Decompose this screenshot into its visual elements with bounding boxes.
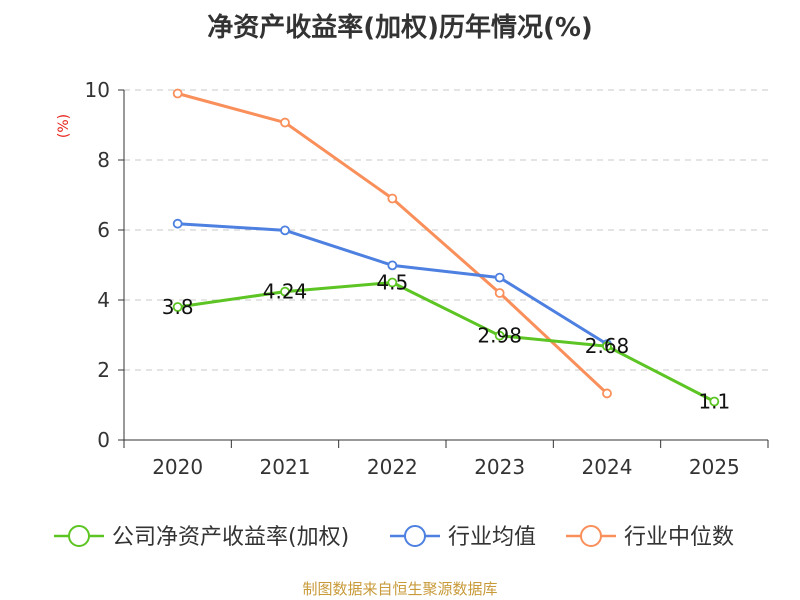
- data-point-0[interactable]: [172, 302, 183, 312]
- data-label: 2.68: [585, 334, 630, 358]
- data-label: 3.8: [162, 295, 194, 319]
- data-label: 4.24: [263, 280, 308, 304]
- y-tick-label: 10: [85, 78, 110, 102]
- chart-title: 净资产收益率(加权)历年情况(%): [207, 12, 593, 43]
- gridlines: [124, 89, 768, 371]
- data-label: 4.5: [376, 271, 408, 295]
- data-point-0[interactable]: [280, 286, 290, 297]
- y-tick-label: 2: [97, 358, 110, 382]
- legend-label: 行业均值: [448, 525, 536, 550]
- data-label: 1.1: [698, 390, 730, 414]
- series-group: [172, 88, 720, 407]
- legend-label: 公司净资产收益率(加权): [112, 525, 349, 550]
- x-tick-label: 2021: [260, 455, 311, 479]
- data-point-2[interactable]: [602, 388, 612, 399]
- data-point-0[interactable]: [602, 341, 612, 352]
- y-tick-label: 6: [97, 218, 110, 242]
- legend-item-1[interactable]: 行业均值: [390, 525, 536, 550]
- axes: 0 2 4 6 8 10 2020 2021 2022 2023 2024 2025: [85, 78, 769, 479]
- data-point-0[interactable]: [494, 330, 505, 341]
- x-tick-label: 2025: [689, 455, 740, 479]
- legend-marker-swatch: [404, 525, 426, 547]
- data-point-0[interactable]: [387, 277, 398, 288]
- series-line-2: [177, 92, 609, 395]
- data-point-1[interactable]: [172, 218, 183, 229]
- x-tick-label: 2023: [474, 455, 525, 479]
- x-tick-label: 2020: [152, 455, 203, 479]
- y-tick-label: 8: [97, 148, 110, 172]
- y-tick-label: 4: [97, 288, 110, 312]
- y-axis-label: (%): [56, 114, 72, 138]
- legend[interactable]: 公司净资产收益率(加权) 行业均值 行业中位数: [54, 525, 734, 550]
- x-tick-label: 2022: [367, 455, 418, 479]
- data-point-2[interactable]: [280, 117, 290, 128]
- data-point-1[interactable]: [387, 260, 398, 271]
- data-label: 2.98: [477, 324, 522, 348]
- series-line-0: [177, 281, 716, 403]
- data-point-0[interactable]: [709, 396, 720, 407]
- data-point-1[interactable]: [494, 272, 505, 283]
- data-point-1[interactable]: [280, 225, 290, 236]
- legend-item-2[interactable]: 行业中位数: [566, 525, 734, 550]
- legend-item-0[interactable]: 公司净资产收益率(加权): [54, 525, 349, 550]
- source-caption: 制图数据来自恒生聚源数据库: [302, 580, 497, 598]
- data-point-2[interactable]: [172, 88, 183, 99]
- legend-marker-swatch: [580, 525, 602, 547]
- y-tick-label: 0: [97, 428, 110, 452]
- legend-label: 行业中位数: [624, 525, 734, 550]
- x-tick-label: 2024: [582, 455, 633, 479]
- data-point-2[interactable]: [494, 288, 505, 298]
- data-labels: 3.8 4.24 4.5 2.98 2.68 1.1: [162, 271, 730, 414]
- data-point-2[interactable]: [387, 193, 398, 204]
- legend-marker-swatch: [68, 525, 90, 547]
